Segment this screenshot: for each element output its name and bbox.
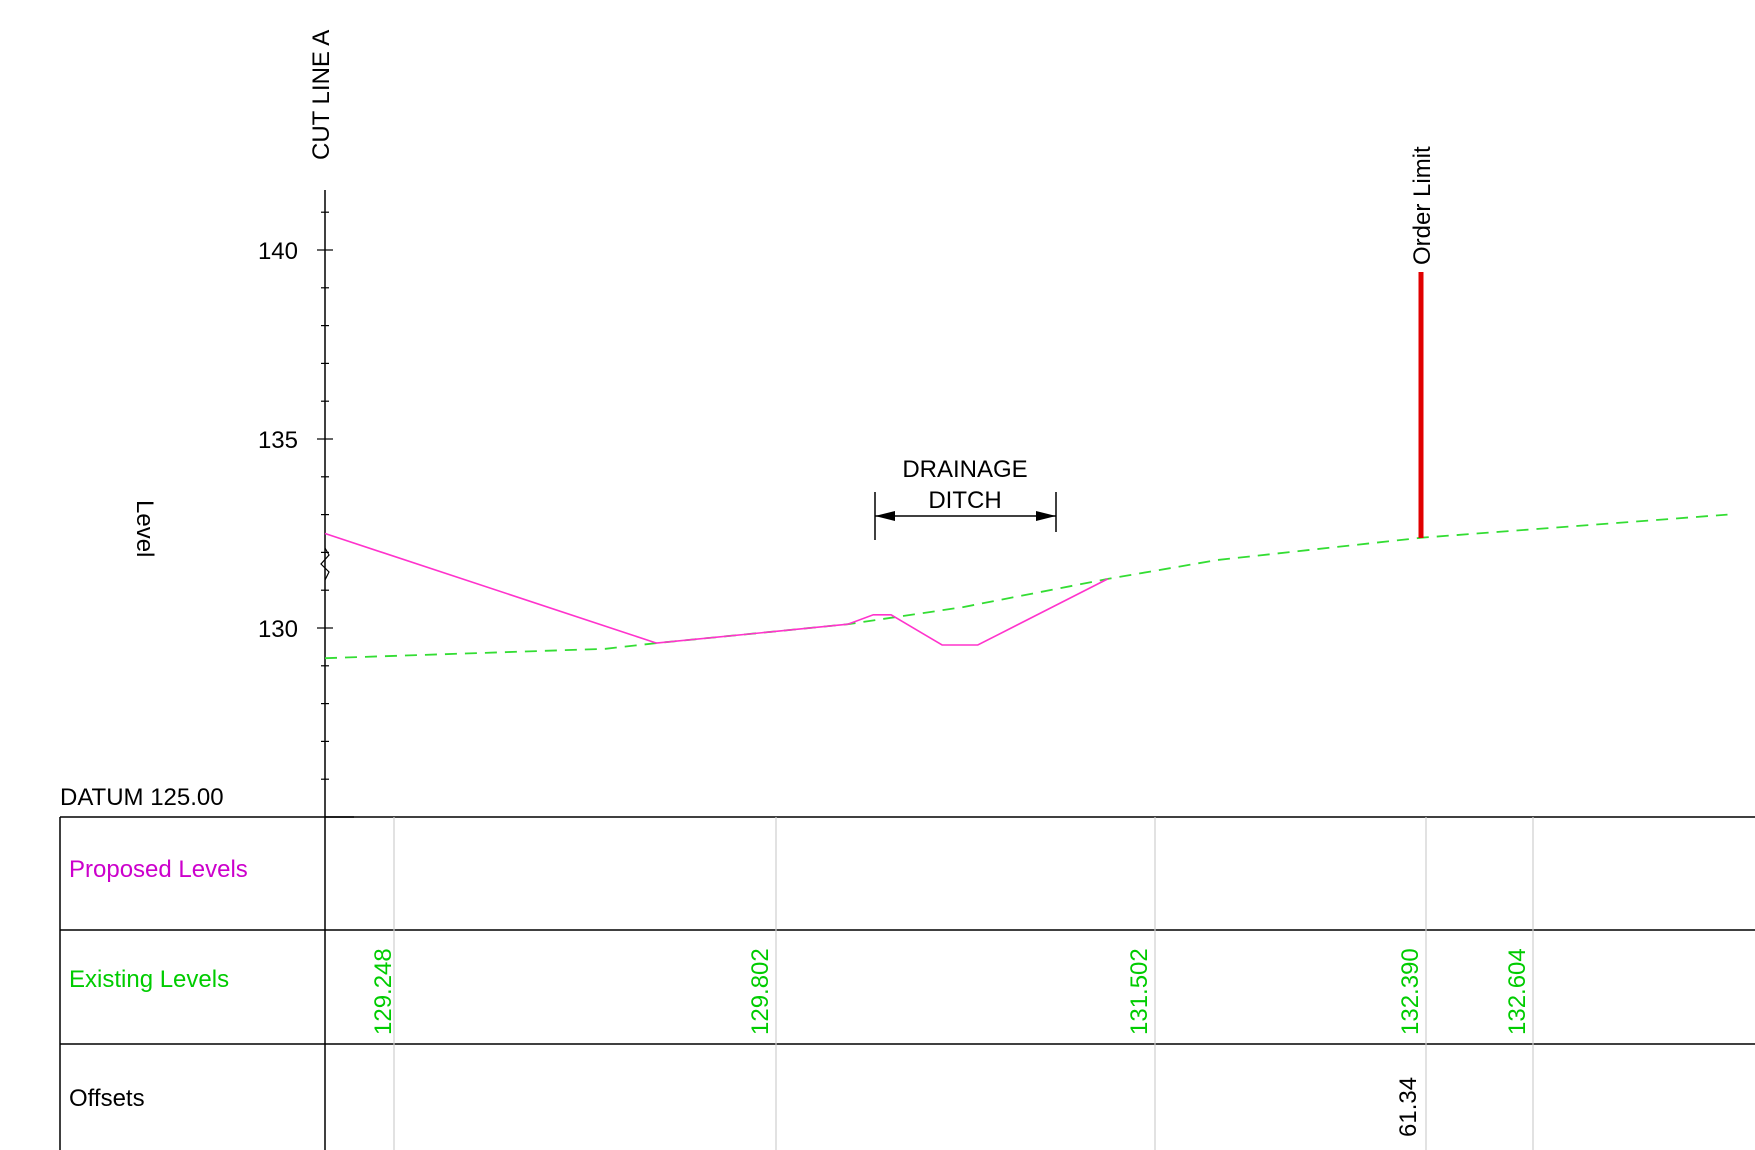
existing-level-value: 131.502 — [1126, 948, 1153, 1035]
drainage-label-line2: DITCH — [928, 487, 1001, 514]
cut-line-label: CUT LINE A — [308, 30, 335, 160]
drainage-label-line1: DRAINAGE — [902, 456, 1027, 483]
data-table — [59, 816, 1755, 1150]
y-tick-label: 135 — [258, 427, 298, 454]
axis-minor-ticks — [321, 211, 329, 780]
y-tick-label: 140 — [258, 238, 298, 265]
existing-levels-line — [324, 513, 1728, 660]
existing-level-value: 132.604 — [1504, 948, 1531, 1035]
ditch-arrow-right-icon — [1036, 511, 1056, 521]
existing-level-value: 129.248 — [370, 948, 397, 1035]
existing-level-value: 132.390 — [1397, 948, 1424, 1035]
y-tick-label: 130 — [258, 616, 298, 643]
row-label-proposed: Proposed Levels — [69, 856, 248, 883]
existing-level-value: 129.802 — [747, 948, 774, 1035]
row-label-offsets: Offsets — [69, 1085, 145, 1112]
proposed-levels-line — [324, 532, 1109, 646]
ditch-arrow-left-icon — [875, 511, 895, 521]
order-limit-label: Order Limit — [1409, 146, 1436, 265]
level-axis-label: Level — [131, 500, 158, 557]
offset-value: 61.34 — [1395, 1077, 1422, 1137]
row-label-existing: Existing Levels — [69, 966, 229, 993]
axis-major-ticks: 140 135 130 — [258, 238, 333, 643]
datum-label: DATUM 125.00 — [60, 784, 224, 811]
